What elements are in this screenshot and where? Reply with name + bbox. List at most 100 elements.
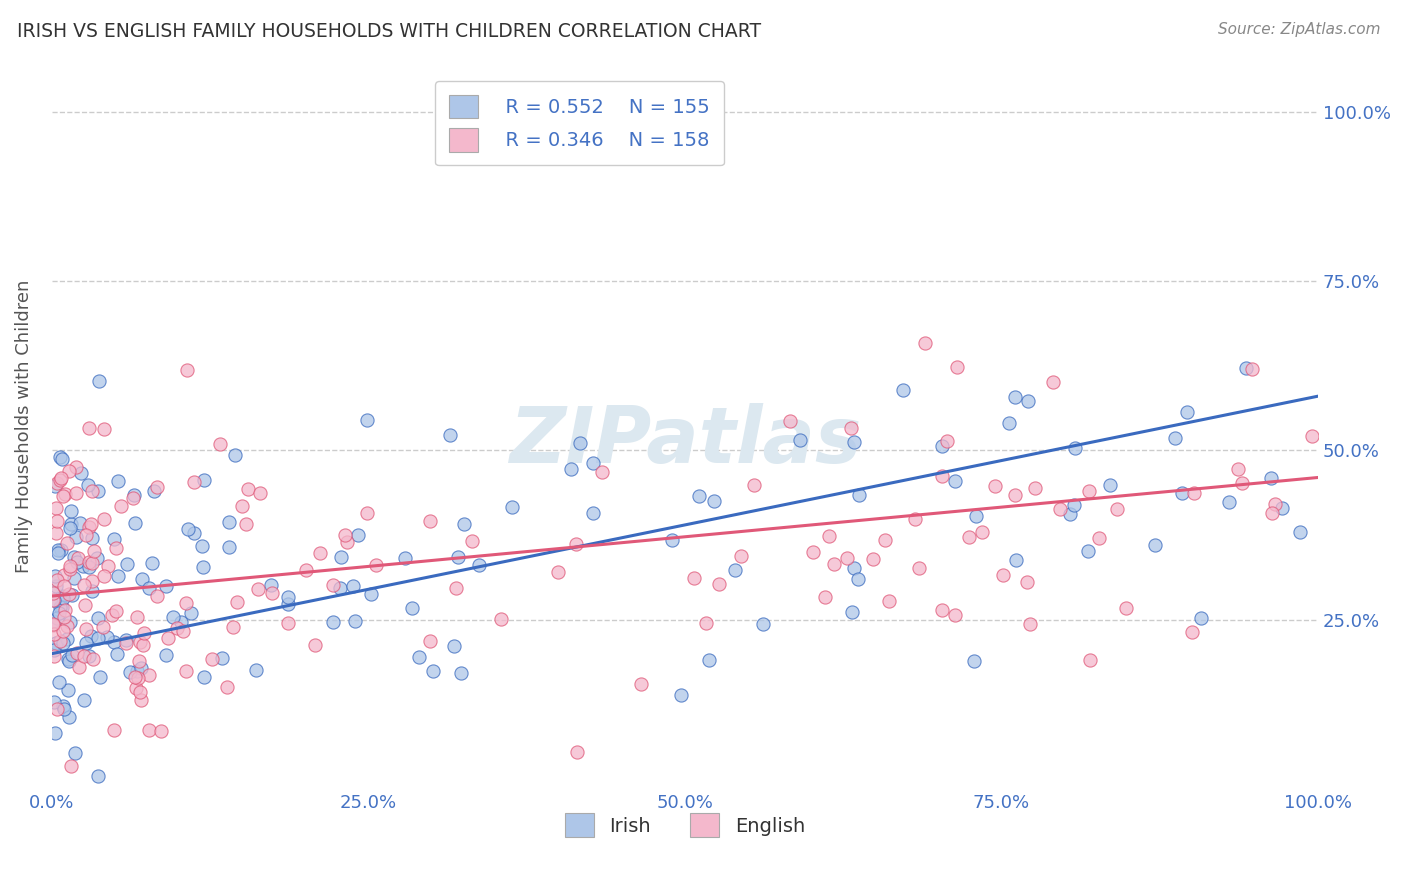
Point — [329, 581, 352, 595]
Point — [908, 561, 931, 575]
Point — [122, 488, 145, 502]
Point — [1264, 497, 1286, 511]
Point — [56, 619, 79, 633]
Point — [132, 638, 155, 652]
Point — [52, 699, 75, 714]
Point — [45, 636, 67, 650]
Point — [49, 600, 72, 615]
Point — [49, 471, 72, 485]
Point — [56, 682, 79, 697]
Point — [46, 475, 69, 490]
Point — [65, 531, 87, 545]
Point — [823, 558, 845, 572]
Point — [862, 551, 884, 566]
Point — [129, 634, 152, 648]
Point — [42, 617, 65, 632]
Point — [125, 681, 148, 696]
Point — [439, 428, 461, 442]
Point — [249, 486, 271, 500]
Point — [468, 558, 491, 573]
Point — [247, 582, 270, 597]
Point — [131, 572, 153, 586]
Point — [236, 482, 259, 496]
Point — [193, 474, 215, 488]
Point — [322, 578, 344, 592]
Point — [118, 665, 141, 680]
Point — [356, 413, 378, 427]
Point — [42, 593, 65, 607]
Point — [1004, 390, 1026, 404]
Point — [87, 769, 110, 783]
Point — [82, 556, 104, 570]
Point — [70, 466, 93, 480]
Point — [193, 560, 215, 574]
Point — [683, 571, 706, 585]
Point — [42, 695, 65, 709]
Point — [697, 653, 720, 667]
Point — [356, 506, 378, 520]
Point — [91, 619, 114, 633]
Point — [1017, 393, 1039, 408]
Point — [72, 649, 94, 664]
Point — [44, 592, 66, 607]
Point — [839, 420, 862, 434]
Point — [394, 551, 416, 566]
Point — [42, 586, 65, 600]
Point — [45, 514, 67, 528]
Point — [1015, 575, 1038, 590]
Point — [53, 602, 76, 616]
Point — [44, 725, 66, 739]
Point — [52, 610, 75, 624]
Point — [260, 577, 283, 591]
Point — [1005, 552, 1028, 566]
Point — [115, 557, 138, 571]
Point — [83, 543, 105, 558]
Point — [218, 515, 240, 529]
Point — [63, 550, 86, 565]
Text: Source: ZipAtlas.com: Source: ZipAtlas.com — [1218, 22, 1381, 37]
Point — [141, 556, 163, 570]
Point — [59, 521, 82, 535]
Point — [80, 629, 103, 643]
Point — [45, 579, 67, 593]
Point — [79, 520, 101, 534]
Point — [100, 608, 122, 623]
Point — [211, 650, 233, 665]
Point — [993, 567, 1015, 582]
Point — [53, 487, 76, 501]
Point — [138, 723, 160, 737]
Point — [103, 635, 125, 649]
Point — [453, 517, 475, 532]
Point — [1105, 501, 1128, 516]
Point — [1189, 610, 1212, 624]
Point — [124, 516, 146, 530]
Point — [304, 638, 326, 652]
Point — [75, 528, 97, 542]
Point — [52, 636, 75, 650]
Point — [342, 579, 364, 593]
Point — [730, 549, 752, 564]
Point — [330, 549, 353, 564]
Point — [89, 374, 111, 388]
Point — [931, 439, 953, 453]
Point — [877, 594, 900, 608]
Point — [489, 612, 512, 626]
Point — [443, 640, 465, 654]
Point — [450, 665, 472, 680]
Point — [724, 563, 747, 577]
Point — [80, 584, 103, 599]
Point — [59, 558, 82, 573]
Point — [218, 540, 240, 554]
Point — [1232, 475, 1254, 490]
Point — [1175, 405, 1198, 419]
Point — [51, 451, 73, 466]
Point — [846, 572, 869, 586]
Point — [58, 710, 80, 724]
Point — [87, 632, 110, 646]
Point — [45, 636, 67, 650]
Point — [221, 620, 243, 634]
Point — [931, 468, 953, 483]
Point — [110, 499, 132, 513]
Point — [183, 475, 205, 489]
Point — [82, 652, 104, 666]
